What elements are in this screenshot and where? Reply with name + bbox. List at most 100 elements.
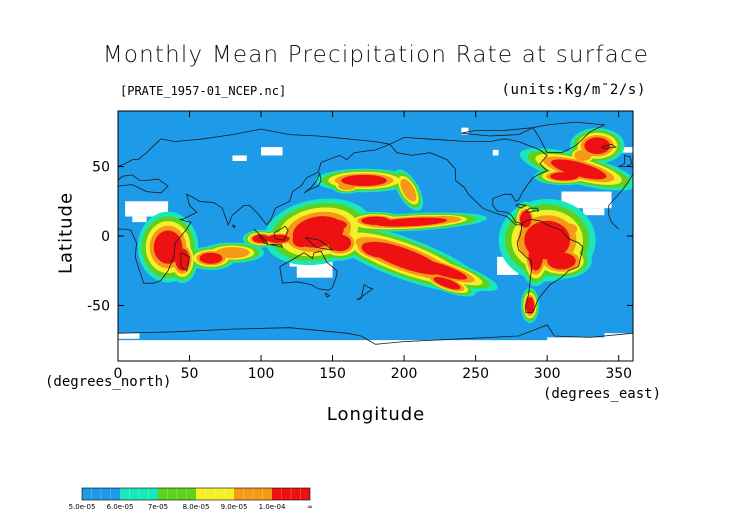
precip-contour: [175, 248, 190, 271]
coastline: [532, 121, 606, 154]
x-tick-label: 300: [534, 366, 561, 382]
precip-contour: [375, 217, 447, 227]
x-axis-label: Longitude: [326, 404, 426, 425]
missing-patch: [125, 201, 169, 217]
units-label: (units:Kg/m¯2/s): [501, 82, 646, 98]
precip-contour: [361, 242, 390, 258]
coastline-layer: [118, 121, 633, 345]
precip-contour: [547, 252, 576, 270]
precip-contour: [328, 234, 352, 252]
colorbar-swatch: [82, 488, 120, 500]
x-tick-label: 100: [248, 366, 275, 382]
colorbar-label: 9.0e-05: [221, 503, 248, 511]
coastline: [601, 143, 617, 149]
missing-patch: [118, 349, 154, 359]
y-unit-label: (degrees_north): [45, 374, 172, 390]
precip-contour: [433, 276, 461, 290]
coastline: [325, 292, 331, 298]
precip-contour: [574, 149, 592, 161]
coastline: [356, 284, 374, 301]
missing-patch: [604, 333, 633, 342]
coastline: [608, 174, 633, 230]
x-tick-label: 50: [181, 366, 199, 382]
colorbar-swatch: [120, 488, 158, 500]
missing-patch: [582, 208, 605, 216]
file-label: [PRATE_1957-01_NCEP.nc]: [120, 84, 287, 98]
missing-patch: [618, 147, 633, 153]
precip-contour: [215, 247, 250, 259]
coastline: [303, 172, 322, 194]
coastline: [273, 225, 289, 241]
x-unit-label: (degrees_east): [543, 386, 662, 402]
precip-contour: [292, 233, 310, 248]
precip-contour: [584, 137, 611, 155]
colorbar-label: 5.0e-05: [69, 503, 96, 511]
plot-area: [118, 111, 633, 361]
colorbar-label: 6.0e-05: [107, 503, 134, 511]
missing-patch: [232, 155, 247, 161]
colorbar-label: ∞: [307, 503, 313, 511]
precip-contour: [400, 178, 417, 202]
chart-title: Monthly Mean Precipitation Rate at surfa…: [102, 42, 650, 68]
precip-contour: [199, 252, 223, 264]
missing-patch: [275, 344, 362, 353]
precipitation-layer: [137, 128, 633, 324]
missing-patch: [461, 127, 469, 135]
colorbar-frame: [81, 487, 311, 501]
coastline: [232, 224, 236, 229]
missing-patch: [160, 344, 226, 355]
coastline: [524, 207, 540, 213]
precip-contour: [519, 211, 532, 228]
coastline: [389, 136, 548, 226]
missing-patch: [561, 191, 612, 209]
coastline: [253, 228, 270, 246]
coastline: [618, 154, 633, 167]
colorbar-swatch: [234, 488, 272, 500]
coastline: [515, 203, 527, 209]
precip-contour: [525, 297, 535, 314]
x-tick-label: 350: [605, 366, 632, 382]
missing-patch: [404, 347, 490, 356]
coastline: [118, 324, 633, 345]
y-tick-label: 0: [101, 229, 110, 245]
coastline: [305, 237, 335, 251]
precip-contour: [318, 219, 347, 231]
missing-patch: [289, 355, 405, 361]
coastline: [118, 128, 392, 284]
missing-patch: [175, 355, 233, 361]
coastline: [461, 127, 534, 137]
missing-data-layer: [118, 127, 633, 361]
missing-patch: [118, 333, 140, 339]
precip-contour: [341, 174, 387, 186]
colorbar: 5.0e-05 6.0e-05 7e-05 8.0e-05 9.0e-05 1.0e-04…: [69, 487, 313, 511]
y-tick-label: 50: [92, 160, 110, 176]
missing-patch: [261, 147, 283, 156]
colorbar-swatch: [272, 488, 310, 500]
precip-contour: [412, 259, 468, 280]
precip-contour: [550, 159, 607, 180]
precip-contour: [550, 172, 579, 181]
precip-contour: [528, 242, 543, 271]
x-tick-label: 200: [391, 366, 418, 382]
x-tick-label: 150: [319, 366, 346, 382]
missing-patch: [489, 354, 591, 361]
coastline: [118, 174, 169, 194]
colorbar-swatch: [158, 488, 196, 500]
coastline: [279, 250, 338, 291]
coastline: [516, 218, 584, 313]
colorbar-swatch: [196, 488, 234, 500]
x-tick-label: 0: [114, 366, 123, 382]
missing-patch: [132, 216, 147, 223]
colorbar-label: 1.0e-04: [259, 503, 286, 511]
missing-patch: [547, 337, 612, 349]
coastline: [269, 243, 284, 248]
axis-ticks: 0 50 100 150 200 250 300 350 -50 0 50: [87, 111, 633, 382]
y-tick-label: -50: [87, 298, 110, 314]
missing-patch: [492, 149, 499, 156]
precip-contour: [266, 234, 290, 243]
colorbar-label: 7e-05: [148, 503, 168, 511]
colorbar-label: 8.0e-05: [183, 503, 210, 511]
precip-contour: [153, 230, 183, 264]
x-tick-label: 250: [462, 366, 489, 382]
